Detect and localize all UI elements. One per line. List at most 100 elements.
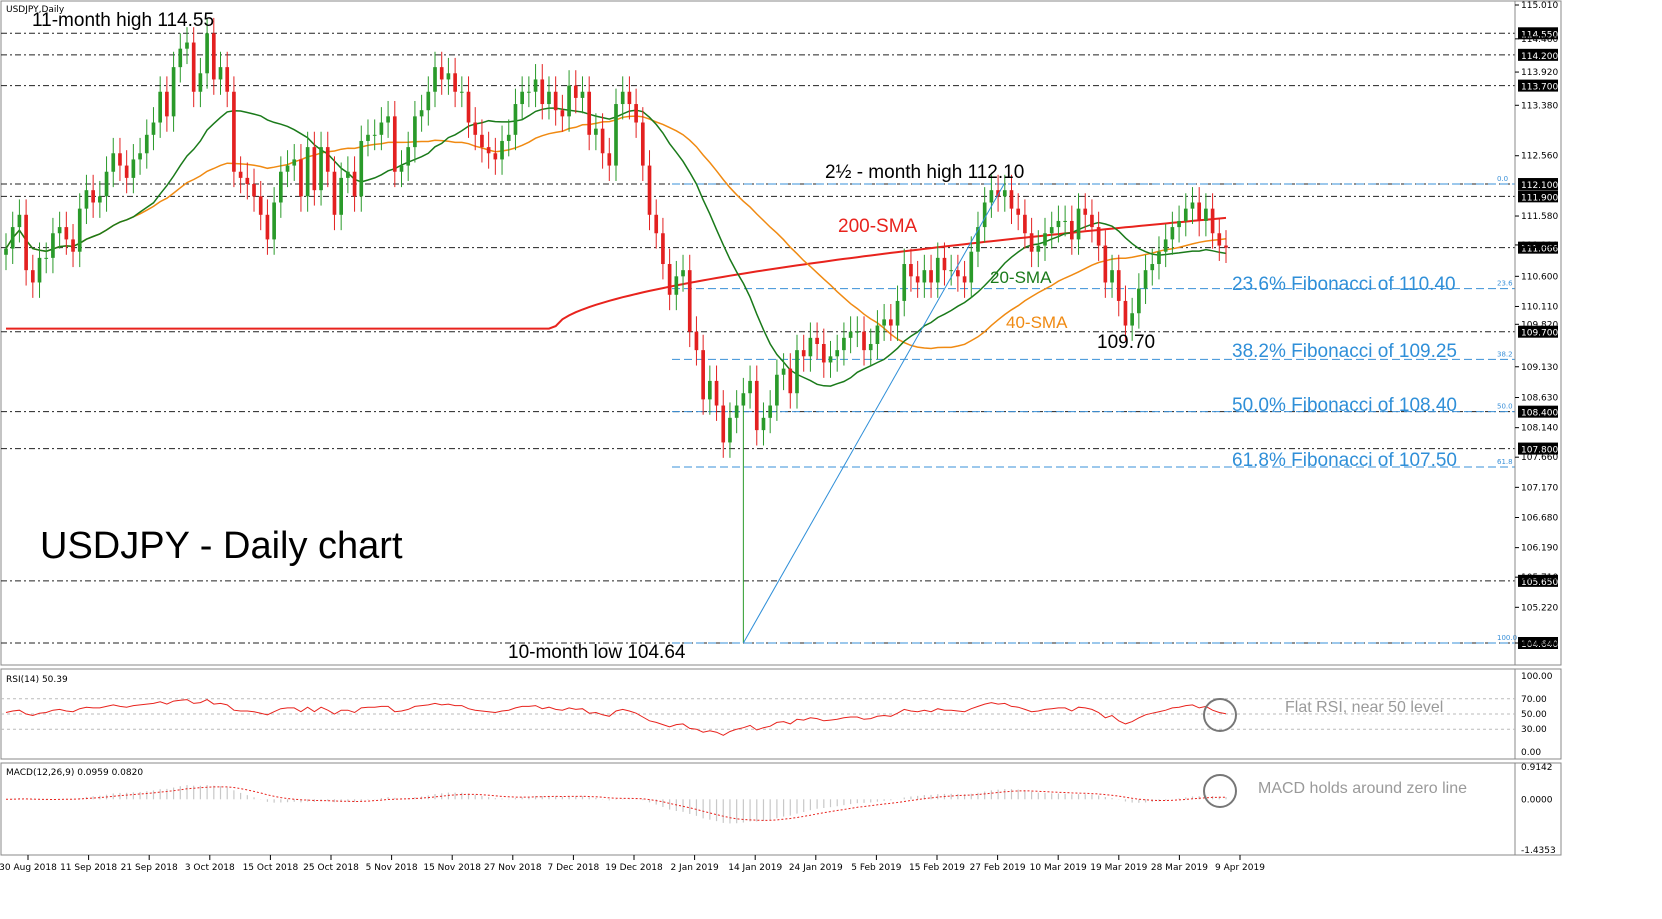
candle-body bbox=[312, 147, 317, 191]
candle-body bbox=[748, 380, 752, 394]
candle-body bbox=[842, 337, 846, 351]
fib-ratio-label: 23.6 bbox=[1497, 280, 1513, 288]
price-tick-label: 108.630 bbox=[1521, 394, 1558, 404]
symbol-label: USDJPY,Daily bbox=[6, 5, 65, 15]
candle-body bbox=[808, 337, 813, 357]
candle-body bbox=[453, 73, 457, 92]
level-label-box bbox=[1518, 190, 1558, 203]
price-tick-label: 109.130 bbox=[1521, 363, 1558, 373]
level-label: 109.700 bbox=[1521, 329, 1558, 339]
candle-body bbox=[996, 190, 1000, 197]
candle-body bbox=[922, 270, 927, 283]
candle-body bbox=[654, 214, 659, 234]
rsi-tick-label: 100.00 bbox=[1521, 672, 1553, 682]
candle-body bbox=[587, 91, 592, 135]
date-tick-label: 3 Oct 2018 bbox=[185, 863, 235, 873]
candle-body bbox=[1157, 251, 1161, 265]
macd-signal-line bbox=[5, 786, 1226, 821]
date-tick-label: 7 Dec 2018 bbox=[548, 863, 600, 873]
level-label-box bbox=[1518, 27, 1558, 40]
candle-body bbox=[30, 270, 35, 283]
candle-body bbox=[895, 300, 900, 326]
candle-body bbox=[661, 233, 665, 265]
fib-ratio-label: 38.2 bbox=[1497, 350, 1513, 358]
candle-body bbox=[325, 147, 330, 172]
price-tick-label: 108.140 bbox=[1521, 424, 1558, 434]
candle-body bbox=[285, 165, 290, 172]
candle-body bbox=[620, 91, 625, 105]
candle-body bbox=[868, 343, 873, 351]
candle-body bbox=[332, 171, 337, 215]
horizontal-levels: 114.550 114.200 113.700 112.100 111.900 111.0… bbox=[1, 27, 1558, 650]
date-tick-label: 30 Aug 2018 bbox=[0, 863, 57, 873]
price-tick-label: 107.660 bbox=[1521, 453, 1558, 463]
candle-body bbox=[1170, 227, 1175, 240]
trendline bbox=[742, 183, 1005, 644]
price-tick-label: 106.190 bbox=[1521, 544, 1558, 554]
label-40-sma: 40-SMA bbox=[1006, 313, 1068, 332]
candle-body bbox=[701, 350, 705, 400]
candle-body bbox=[527, 91, 531, 93]
candle-body bbox=[252, 184, 256, 197]
candle-body bbox=[426, 91, 431, 111]
level-label-box bbox=[1518, 325, 1558, 338]
candle-body bbox=[989, 190, 994, 203]
candle-body bbox=[1069, 220, 1074, 240]
fib-text-50-0: 50.0% Fibonacci of 108.40 bbox=[1232, 395, 1457, 416]
candle-body bbox=[500, 140, 504, 160]
price-tick-label: 115.010 bbox=[1521, 1, 1558, 11]
candle-body bbox=[433, 67, 437, 92]
candle-body bbox=[875, 325, 880, 344]
annotation-109-70: 109.70 bbox=[1097, 332, 1155, 353]
candle-body bbox=[37, 257, 42, 283]
candle-body bbox=[218, 67, 223, 80]
date-tick-label: 27 Nov 2018 bbox=[484, 863, 542, 873]
fib-ratio-label: 50.0 bbox=[1497, 403, 1513, 411]
macd-highlight-circle bbox=[1203, 774, 1237, 808]
candle-body bbox=[714, 380, 719, 406]
fib-ratio-label: 61.8 bbox=[1497, 458, 1513, 466]
candle-body bbox=[634, 104, 638, 123]
candle-body bbox=[835, 350, 840, 357]
candle-body bbox=[942, 257, 947, 271]
candle-body bbox=[855, 331, 860, 333]
candle-body bbox=[775, 374, 779, 406]
candle-body bbox=[439, 67, 444, 80]
candle-body bbox=[406, 147, 411, 166]
candle-body bbox=[258, 196, 263, 215]
date-tick-label: 27 Feb 2019 bbox=[970, 863, 1026, 873]
macd-pane bbox=[0, 762, 1562, 856]
date-tick-label: 15 Nov 2018 bbox=[423, 863, 481, 873]
candle-body bbox=[158, 91, 163, 123]
candle-body bbox=[969, 251, 974, 283]
candle-body bbox=[265, 214, 270, 240]
candle-body bbox=[828, 356, 833, 363]
candle-body bbox=[118, 153, 122, 166]
date-tick-label: 11 Sep 2018 bbox=[60, 863, 117, 873]
candle-body bbox=[1009, 190, 1014, 209]
candle-body bbox=[553, 91, 558, 111]
price-tick-label: 105.220 bbox=[1521, 603, 1558, 613]
candle-body bbox=[386, 116, 390, 123]
candle-body bbox=[674, 276, 679, 295]
date-tick-label: 19 Dec 2018 bbox=[605, 863, 663, 873]
candle-body bbox=[1083, 208, 1088, 215]
candle-body bbox=[1197, 202, 1202, 221]
candle-body bbox=[754, 380, 759, 431]
candle-body bbox=[185, 42, 189, 49]
candle-body bbox=[319, 147, 323, 191]
candle-body bbox=[795, 350, 799, 394]
candle-body bbox=[761, 417, 766, 431]
date-tick-label: 21 Sep 2018 bbox=[121, 863, 178, 873]
macd-indicator: 0.9142 0.0000 -1.4353 bbox=[5, 763, 1556, 856]
candle-body bbox=[98, 196, 102, 203]
candle-body bbox=[889, 319, 893, 326]
candle-body bbox=[44, 257, 49, 259]
candle-body bbox=[1049, 227, 1054, 234]
date-axis: 30 Aug 2018 11 Sep 2018 21 Sep 2018 3 Oct 2… bbox=[0, 855, 1265, 873]
candle-body bbox=[520, 91, 524, 105]
candle-body bbox=[104, 171, 109, 197]
date-tick-label: 5 Nov 2018 bbox=[366, 863, 418, 873]
candle-body bbox=[171, 67, 176, 117]
